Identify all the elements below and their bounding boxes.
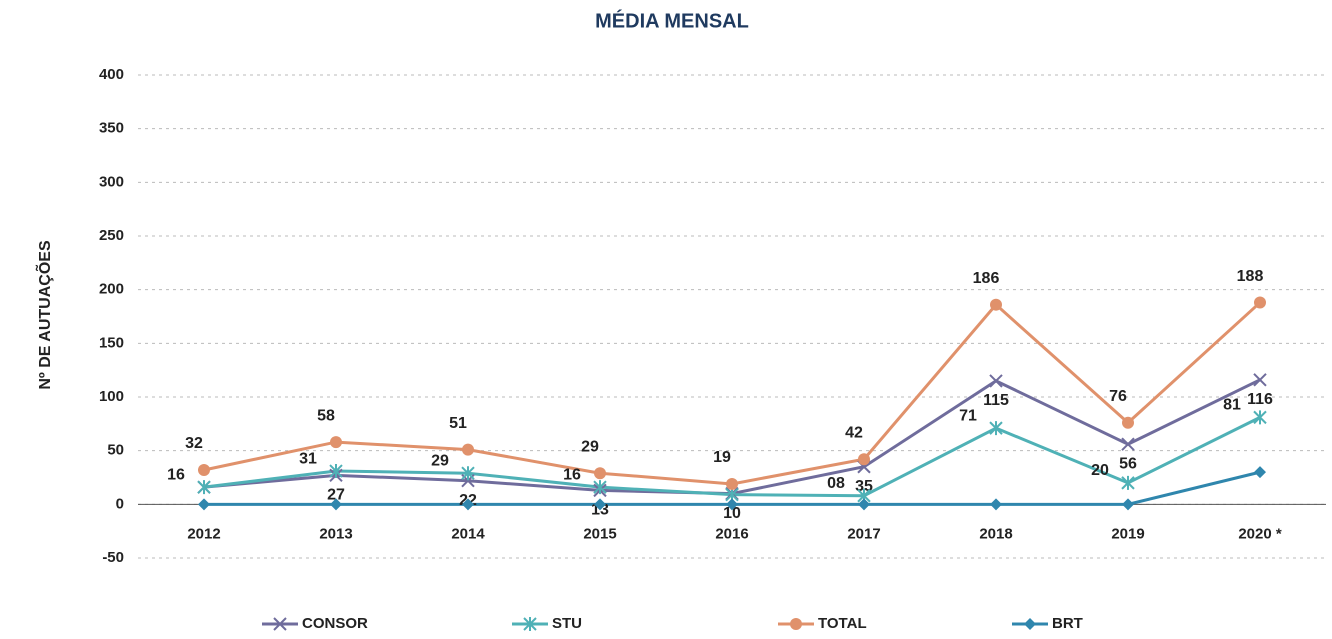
marker bbox=[197, 480, 211, 495]
x-tick-label: 2019 bbox=[1111, 525, 1144, 542]
marker bbox=[523, 617, 537, 631]
data-label: 116 bbox=[1247, 391, 1273, 408]
data-label: 56 bbox=[1119, 455, 1137, 472]
x-tick-label: 2016 bbox=[715, 525, 748, 542]
y-tick-label: 300 bbox=[99, 173, 124, 190]
marker bbox=[461, 466, 475, 481]
data-label: 29 bbox=[581, 438, 599, 455]
y-tick-label: 400 bbox=[99, 66, 124, 83]
legend-label: STU bbox=[552, 615, 582, 632]
y-tick-label: 100 bbox=[99, 388, 124, 405]
marker bbox=[790, 618, 802, 630]
legend-label: CONSOR bbox=[302, 615, 368, 632]
data-label: 29 bbox=[431, 452, 449, 469]
data-label: 51 bbox=[449, 415, 467, 432]
data-label: 71 bbox=[959, 407, 977, 424]
data-label: 42 bbox=[845, 424, 863, 441]
marker bbox=[1122, 498, 1134, 511]
marker bbox=[1254, 296, 1266, 309]
x-tick-label: 2020 * bbox=[1238, 525, 1282, 542]
data-label: 32 bbox=[185, 435, 203, 452]
x-tick-label: 2017 bbox=[847, 525, 880, 542]
legend-label: BRT bbox=[1052, 615, 1083, 632]
marker bbox=[330, 436, 342, 449]
x-tick-label: 2012 bbox=[187, 525, 220, 542]
y-tick-label: 200 bbox=[99, 281, 124, 298]
data-label: 19 bbox=[713, 449, 731, 466]
data-label: 16 bbox=[167, 466, 185, 483]
marker bbox=[990, 298, 1002, 311]
y-tick-label: 250 bbox=[99, 227, 124, 244]
marker bbox=[1024, 618, 1036, 630]
marker bbox=[989, 374, 1003, 388]
marker bbox=[462, 498, 474, 511]
chart-title: MÉDIA MENSAL bbox=[595, 9, 749, 32]
data-label: 16 bbox=[563, 466, 581, 483]
marker bbox=[330, 498, 342, 511]
y-tick-label: -50 bbox=[102, 549, 124, 566]
data-label: 76 bbox=[1109, 388, 1127, 405]
marker bbox=[198, 498, 210, 511]
x-tick-label: 2018 bbox=[979, 525, 1012, 542]
data-label: 58 bbox=[317, 407, 335, 424]
marker bbox=[726, 477, 738, 490]
marker bbox=[593, 480, 607, 495]
y-axis-label: Nº DE AUTUAÇÕES bbox=[34, 240, 54, 390]
marker bbox=[594, 498, 606, 511]
data-label: 08 bbox=[827, 475, 845, 492]
x-tick-label: 2013 bbox=[319, 525, 352, 542]
data-label: 31 bbox=[299, 450, 317, 467]
series-line bbox=[203, 301, 1262, 486]
y-tick-label: 150 bbox=[99, 334, 124, 351]
marker bbox=[990, 498, 1002, 511]
marker bbox=[329, 464, 343, 479]
data-label: 115 bbox=[983, 392, 1009, 409]
marker bbox=[1253, 373, 1267, 387]
data-label: 81 bbox=[1223, 397, 1241, 414]
marker bbox=[1122, 416, 1134, 429]
y-tick-label: 0 bbox=[116, 495, 124, 512]
marker bbox=[1121, 475, 1135, 490]
marker bbox=[462, 443, 474, 456]
marker bbox=[858, 498, 870, 511]
marker bbox=[989, 421, 1003, 436]
y-tick-label: 50 bbox=[107, 442, 124, 459]
data-label: 20 bbox=[1091, 462, 1109, 479]
marker bbox=[726, 498, 738, 511]
y-tick-label: 350 bbox=[99, 120, 124, 137]
data-label: 10 bbox=[723, 505, 741, 522]
data-label: 27 bbox=[327, 487, 345, 504]
marker bbox=[1254, 466, 1266, 479]
data-label: 188 bbox=[1237, 268, 1264, 285]
x-tick-label: 2015 bbox=[583, 525, 616, 542]
marker bbox=[594, 467, 606, 480]
marker bbox=[1253, 410, 1267, 425]
x-tick-label: 2014 bbox=[451, 525, 485, 542]
marker bbox=[858, 453, 870, 466]
marker bbox=[273, 617, 287, 631]
marker bbox=[1121, 437, 1135, 451]
legend-label: TOTAL bbox=[818, 615, 867, 632]
marker bbox=[198, 463, 210, 476]
data-label: 186 bbox=[973, 270, 1000, 287]
